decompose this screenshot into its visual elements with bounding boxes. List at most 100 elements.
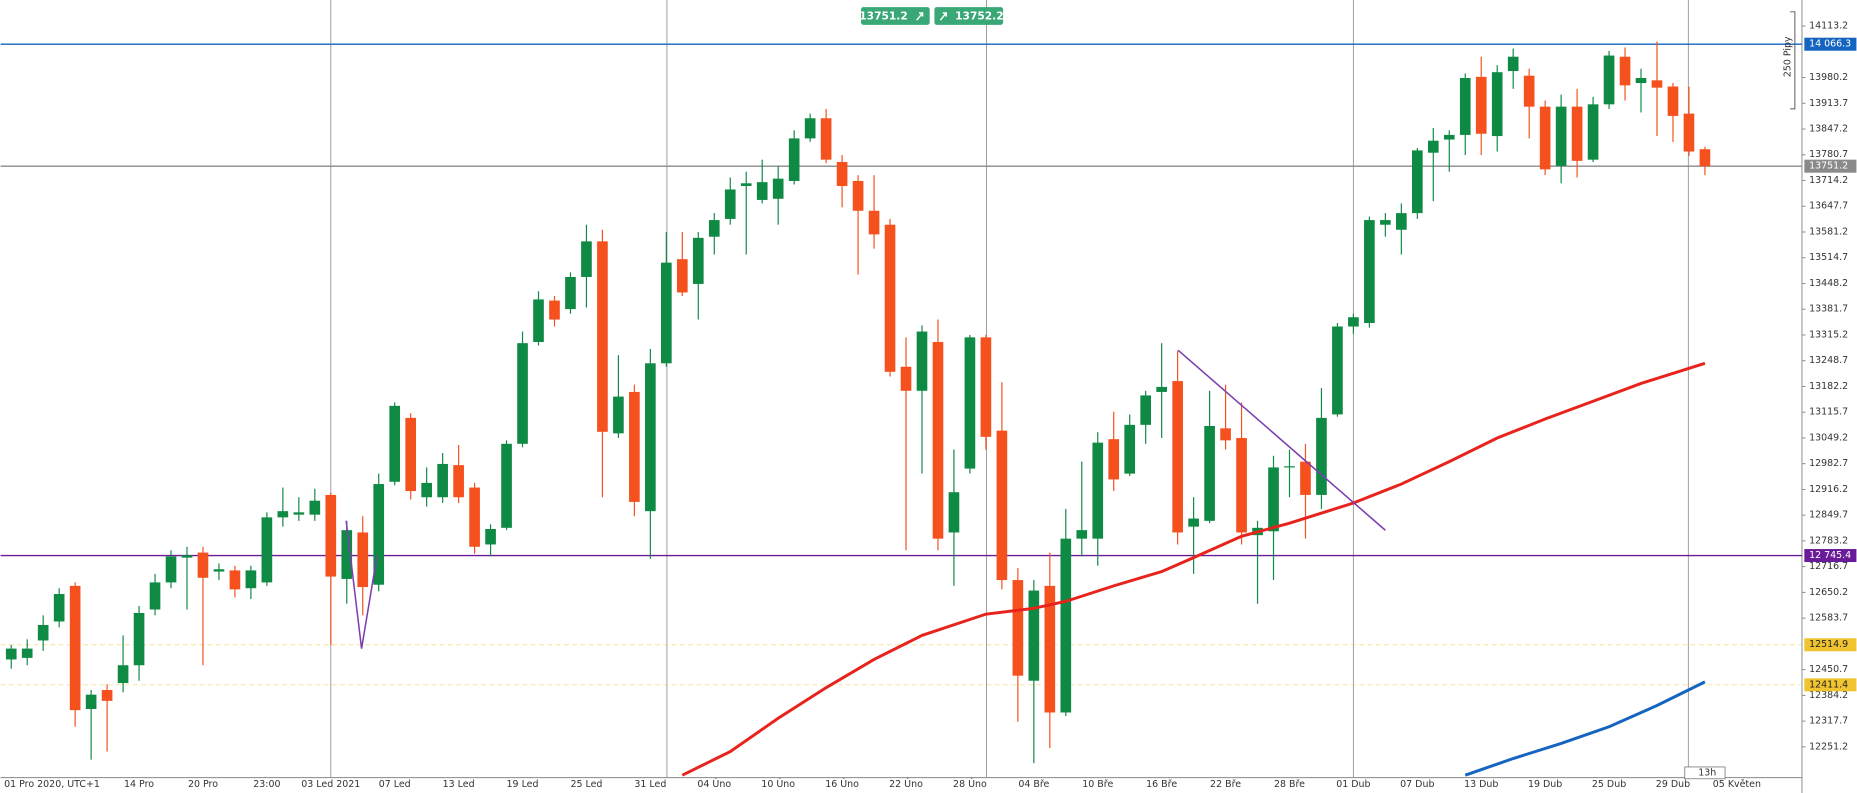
candle-body: [1651, 80, 1663, 88]
candle-body: [181, 555, 193, 558]
y-tick-label: 13248.7: [1809, 355, 1848, 366]
candle-body: [517, 343, 528, 444]
candle-body: [964, 337, 976, 469]
candle-body: [1268, 467, 1279, 532]
x-tick-label: 25 Led: [570, 779, 602, 790]
candle-body: [1012, 580, 1024, 676]
candle-body: [1635, 78, 1647, 84]
candle-body: [1507, 56, 1519, 72]
candle-body: [1411, 150, 1423, 214]
y-tick-label: 12251.2: [1809, 741, 1848, 752]
candle-body: [1443, 134, 1455, 140]
candle-body: [501, 443, 512, 528]
price-level-tag: [1804, 159, 1857, 173]
x-tick-label: 23:00: [253, 779, 280, 790]
candle-body: [1092, 442, 1104, 539]
candle-body: [1491, 72, 1503, 137]
candle-body: [1316, 417, 1327, 495]
x-tick-label: 01 Pro 2020, UTC+1: [4, 779, 100, 790]
candle-body: [1523, 75, 1535, 107]
candle-body: [948, 492, 960, 533]
moving-average: [1464, 680, 1706, 777]
y-tick-label: 13381.7: [1809, 304, 1848, 315]
candle-body: [1396, 213, 1407, 230]
candle-body: [1220, 428, 1231, 441]
candle-body: [661, 262, 672, 364]
candle-body: [213, 569, 225, 572]
y-tick-label: 13581.2: [1809, 226, 1848, 237]
axes: 14113.2 13980.2 13913.7 13847.2 13780.7 13714…: [4, 21, 1857, 790]
candle-body: [932, 342, 944, 539]
price-level-tag: [1804, 549, 1857, 563]
candle-body: [645, 363, 656, 512]
candle-body: [1683, 113, 1695, 152]
y-tick-label: 13913.7: [1809, 98, 1848, 109]
candle-body: [676, 259, 688, 293]
candle-body: [53, 594, 65, 622]
x-tick-label: 19 Led: [507, 779, 539, 790]
x-tick-label: 07 Dub: [1400, 779, 1434, 790]
price-level-label: 12 745.4: [1809, 550, 1851, 561]
candle-body: [149, 582, 161, 610]
sell-price: 13751.2: [859, 10, 907, 23]
candle-body: [772, 178, 784, 199]
sell-button[interactable]: [861, 7, 930, 25]
candle-body: [325, 494, 337, 577]
price-level-label: 14 066.3: [1809, 39, 1851, 50]
price-level-label: 13751.2: [1809, 161, 1848, 172]
y-tick-label: 13780.7: [1809, 149, 1848, 160]
x-tick-label: 22 Bře: [1210, 779, 1241, 790]
candle-body: [1076, 530, 1088, 539]
candle-body: [788, 138, 800, 181]
buy-button[interactable]: [934, 7, 1004, 25]
candle-body: [804, 118, 816, 139]
y-tick-label: 12716.7: [1809, 561, 1848, 572]
timer: 13h: [1684, 766, 1726, 780]
candle-body: [1044, 585, 1056, 713]
candle-body: [165, 556, 177, 583]
candle-body: [1427, 140, 1439, 153]
x-tick-label: 25 Dub: [1592, 779, 1626, 790]
y-tick-label: 13514.7: [1809, 252, 1848, 263]
ruler-label: 250 Pipy: [1782, 36, 1793, 77]
candle-body: [1380, 220, 1391, 225]
sell-icon: [916, 12, 924, 21]
candle-body: [1459, 78, 1471, 135]
timer-label: 13h: [1698, 767, 1716, 778]
candle-body: [405, 417, 417, 492]
candle-body: [85, 694, 97, 709]
x-tick-label: 10 Bře: [1082, 779, 1113, 790]
candle-body: [613, 396, 624, 434]
y-tick-label: 13049.2: [1809, 432, 1848, 443]
price-level-tag: [1804, 638, 1857, 652]
y-tick-label: 13980.2: [1809, 72, 1848, 83]
candle-body: [1539, 106, 1551, 170]
candle-body: [1475, 76, 1487, 134]
candle-body: [1348, 317, 1359, 327]
candle-body: [820, 118, 832, 160]
candle-body: [133, 612, 145, 666]
candle-body: [1555, 106, 1567, 166]
x-tick-label: 04 Bře: [1018, 779, 1049, 790]
candle-body: [980, 337, 992, 437]
y-tick-label: 13448.2: [1809, 278, 1848, 289]
pip-ruler: 250 Pipy: [1782, 11, 1796, 110]
candle-body: [1603, 55, 1615, 105]
candle-body: [1028, 590, 1040, 681]
candle-body: [357, 532, 369, 588]
y-tick-label: 13714.2: [1809, 175, 1848, 186]
y-tick-label: 13315.2: [1809, 329, 1848, 340]
candle-body: [1699, 149, 1711, 167]
y-tick-label: 13647.7: [1809, 201, 1848, 212]
candle-body: [261, 517, 273, 583]
candle-body: [21, 648, 33, 658]
x-tick-label: 03 Led 2021: [301, 779, 360, 790]
candle-body: [309, 500, 321, 515]
candle-body: [1188, 518, 1199, 527]
candle-body: [1060, 538, 1072, 713]
y-tick-label: 12849.7: [1809, 510, 1848, 521]
candle-body: [1108, 439, 1120, 480]
x-tick-label: 04 Úno: [697, 778, 731, 790]
candle-body: [469, 487, 480, 547]
